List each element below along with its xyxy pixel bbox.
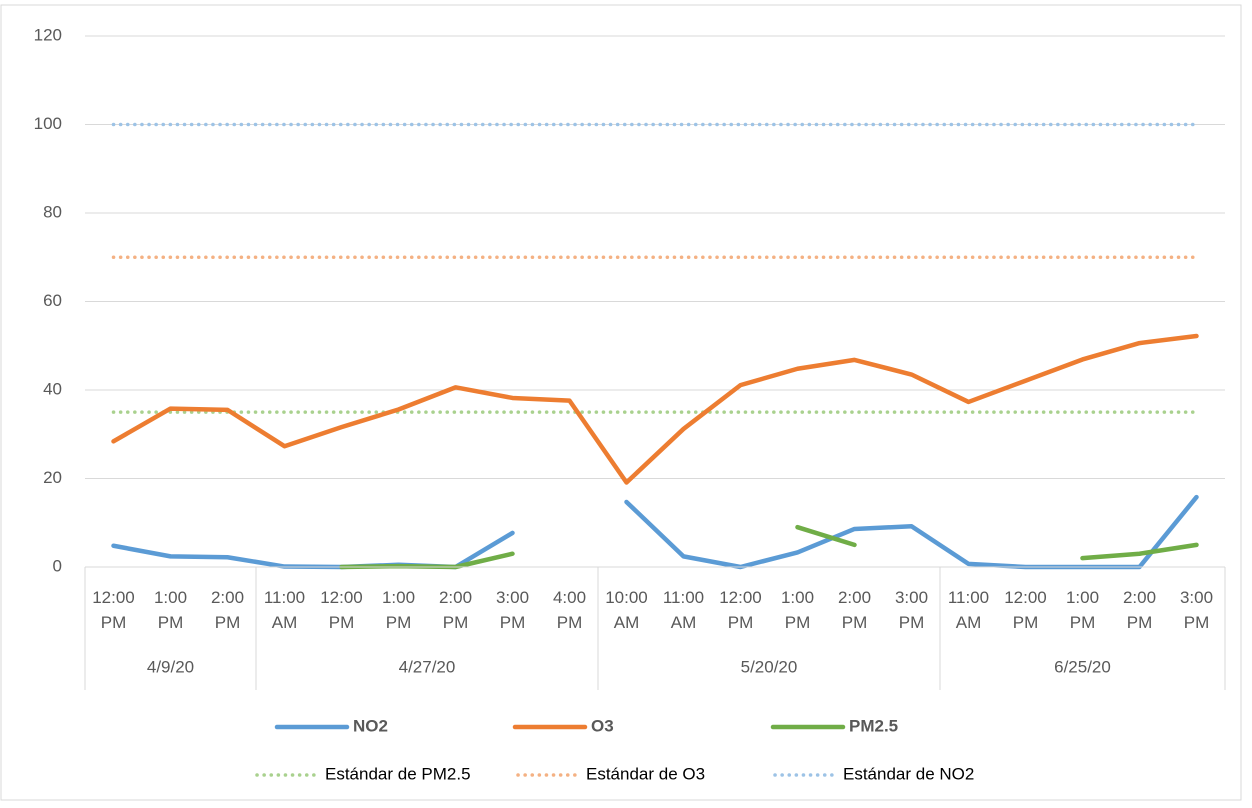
legend-label: O3 [591,716,614,735]
y-tick-label: 40 [43,379,62,398]
x-tick-label: 1:00 PM [381,588,416,632]
x-tick-label: 3:00 PM [894,588,929,632]
data-line [111,333,1199,485]
x-tick-label: 3:00 PM [495,588,530,632]
group-label: 4/9/20 [147,657,194,676]
legend-label: Estándar de O3 [586,764,705,783]
legend-label: Estándar de NO2 [843,764,974,783]
x-tick-label: 3:00 PM [1179,588,1214,632]
x-tick-label: 11:00 AM [947,588,990,632]
y-tick-label: 0 [53,556,62,575]
x-tick-label: 1:00 PM [153,588,188,632]
x-tick-label: 12:00 PM [92,588,135,632]
group-label: 4/27/20 [399,657,456,676]
chart-border [0,4,1242,801]
x-tick-label: 2:00 PM [438,588,473,632]
y-tick-label: 80 [43,202,62,221]
x-tick-label: 1:00 PM [780,588,815,632]
x-tick-label: 4:00 PM [552,588,587,632]
y-tick-label: 100 [34,114,62,133]
x-tick-label: 2:00 PM [210,588,245,632]
x-tick-label: 2:00 PM [837,588,872,632]
y-tick-label: 20 [43,468,62,487]
y-tick-label: 120 [34,25,62,44]
group-label: 6/25/20 [1054,657,1111,676]
legend-label: NO2 [353,716,388,735]
group-label: 5/20/20 [741,657,798,676]
x-tick-label: 12:00 PM [1004,588,1047,632]
x-tick-label: 11:00 AM [662,588,705,632]
legend-label: Estándar de PM2.5 [325,764,471,783]
legend-label: PM2.5 [849,716,898,735]
x-tick-label: 1:00 PM [1065,588,1100,632]
x-tick-label: 11:00 AM [263,588,306,632]
x-tick-label: 2:00 PM [1122,588,1157,632]
x-tick-label: 12:00 PM [719,588,762,632]
y-tick-label: 60 [43,291,62,310]
x-tick-label: 10:00 AM [605,588,648,632]
x-tick-label: 12:00 PM [320,588,363,632]
